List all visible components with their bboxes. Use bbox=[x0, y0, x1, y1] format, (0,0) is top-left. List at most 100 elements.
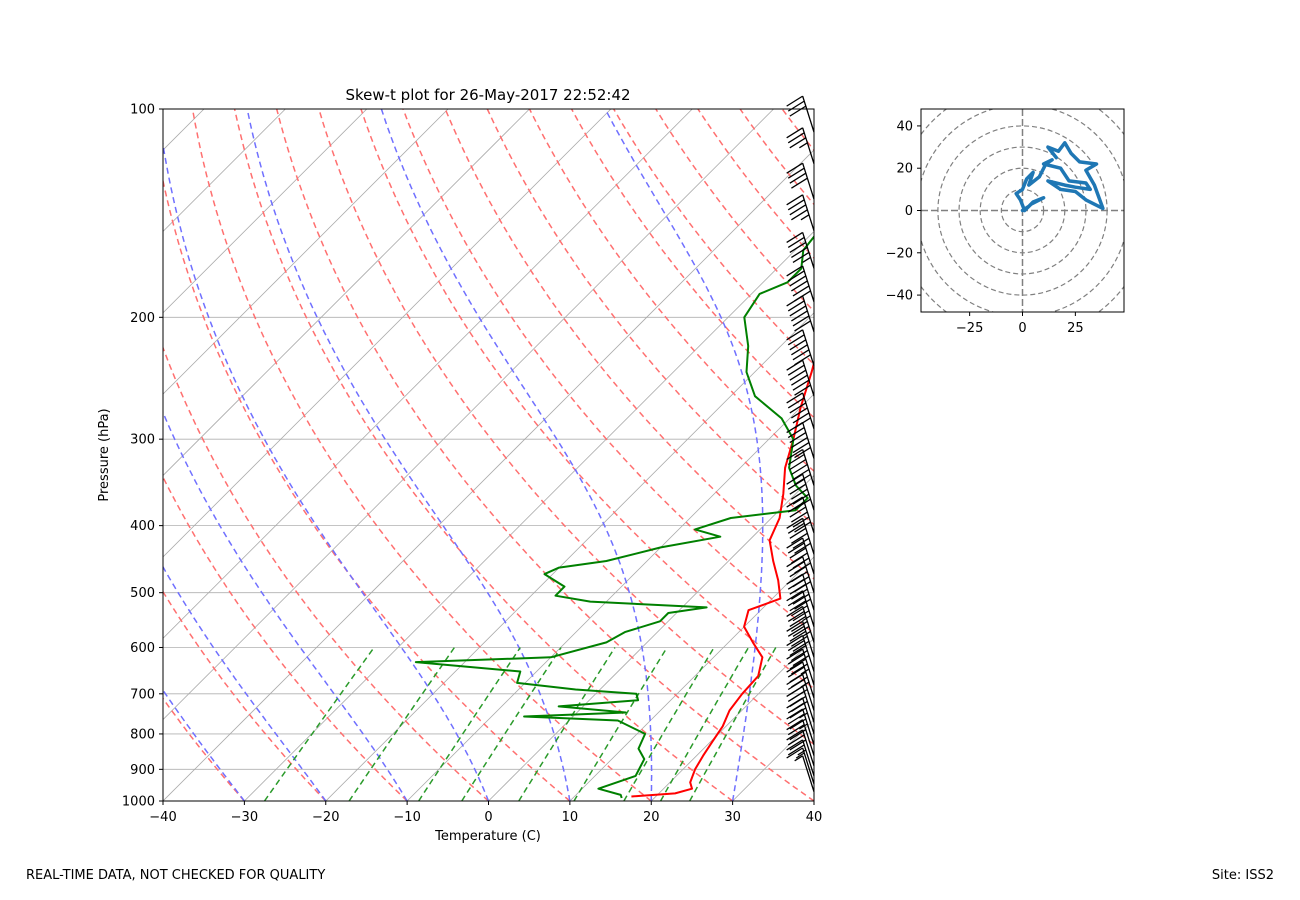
hodograph-trace bbox=[1014, 141, 1105, 213]
isotherm bbox=[406, 393, 814, 801]
dry-adiabat bbox=[163, 177, 571, 801]
x-tick-label: 30 bbox=[724, 810, 741, 825]
x-tick-label: 10 bbox=[562, 810, 579, 825]
y-tick-label: 400 bbox=[130, 519, 155, 534]
x-axis-label: Temperature (C) bbox=[434, 829, 541, 844]
hodograph-axes: −25 0 25 −40 −20 0 20 40 bbox=[886, 119, 1084, 336]
isotherm bbox=[163, 109, 774, 721]
isotherm bbox=[163, 109, 368, 314]
y-tick-label: 700 bbox=[130, 687, 155, 702]
wind-barb bbox=[786, 392, 815, 430]
isotherm bbox=[569, 556, 814, 801]
dry-adiabat bbox=[318, 109, 814, 746]
y-axis: 1000 900 800 700 600 500 400 300 200 100 bbox=[122, 103, 163, 810]
dry-adiabat bbox=[233, 109, 734, 801]
hodograph-x-tick-label: 0 bbox=[1018, 321, 1026, 336]
isotherm bbox=[244, 230, 814, 801]
wind-barb bbox=[786, 422, 815, 459]
dry-adiabat bbox=[655, 109, 814, 313]
wind-barb bbox=[786, 162, 815, 200]
x-tick-label: 0 bbox=[484, 810, 492, 825]
mixing-ratio-line bbox=[623, 647, 715, 801]
y-axis-label: Pressure (hPa) bbox=[97, 408, 112, 501]
moist-adiabat bbox=[380, 109, 653, 801]
quality-disclaimer: REAL-TIME DATA, NOT CHECKED FOR QUALITY bbox=[26, 868, 326, 883]
isotherm bbox=[651, 637, 814, 801]
x-tick-label: −20 bbox=[312, 810, 339, 825]
x-tick-label: −30 bbox=[231, 810, 258, 825]
y-tick-label: 800 bbox=[130, 727, 155, 742]
wind-barb bbox=[786, 95, 815, 133]
dry-adiabat bbox=[528, 109, 814, 473]
hodograph-y-tick-label: 0 bbox=[905, 204, 913, 219]
mixing-ratio-line bbox=[573, 647, 668, 801]
site-label: Site: ISS2 bbox=[1211, 868, 1274, 883]
wind-barbs bbox=[786, 95, 815, 793]
mixing-ratio-line bbox=[461, 647, 562, 801]
moist-adiabat bbox=[163, 139, 490, 801]
hodograph-y-tick-label: 20 bbox=[896, 162, 913, 177]
dry-adiabat bbox=[191, 109, 652, 801]
dry-adiabat bbox=[360, 109, 814, 690]
y-tick-label: 500 bbox=[130, 586, 155, 601]
dry-adiabat bbox=[444, 109, 814, 580]
y-tick-label: 1000 bbox=[122, 795, 155, 810]
mixing-ratio-line bbox=[659, 647, 750, 801]
wind-barb bbox=[786, 620, 815, 658]
isotherm bbox=[163, 109, 449, 395]
moist-adiabat bbox=[604, 109, 764, 801]
wind-barb bbox=[786, 648, 815, 686]
y-tick-label: 100 bbox=[130, 103, 155, 118]
y-tick-label: 900 bbox=[130, 763, 155, 778]
dry-adiabat bbox=[824, 109, 1300, 801]
hodograph-plot-area bbox=[921, 109, 1124, 312]
wind-barb bbox=[786, 359, 815, 397]
dry-adiabat bbox=[570, 109, 814, 419]
mixing-ratio-line bbox=[418, 647, 521, 801]
skewt-panel: Skew-t plot for 26-May-2017 22:52:42 −40… bbox=[0, 86, 1300, 844]
x-tick-label: 40 bbox=[806, 810, 823, 825]
x-axis: −40 −30 −20 −10 0 10 20 30 40 bbox=[149, 801, 822, 825]
dry-adiabat bbox=[163, 590, 327, 801]
x-tick-label: −10 bbox=[393, 810, 420, 825]
isotherm bbox=[163, 109, 286, 232]
hodograph-y-tick-label: −40 bbox=[886, 289, 913, 304]
moist-adiabat bbox=[813, 798, 814, 801]
isotherm bbox=[0, 109, 41, 801]
wind-barb bbox=[786, 661, 815, 699]
dry-adiabat bbox=[163, 345, 489, 801]
wind-barb bbox=[786, 231, 815, 269]
x-tick-label: 20 bbox=[643, 810, 660, 825]
isotherm bbox=[163, 109, 530, 477]
mixing-ratio-line bbox=[348, 647, 456, 801]
wind-barb bbox=[786, 739, 815, 777]
skewt-frame bbox=[162, 108, 815, 802]
wind-barb bbox=[786, 265, 815, 303]
dry-adiabat bbox=[613, 109, 814, 366]
dry-adiabat bbox=[951, 109, 1300, 801]
dry-adiabat bbox=[275, 109, 814, 801]
isotherm bbox=[163, 149, 814, 801]
wind-barb bbox=[786, 496, 815, 534]
moist-adiabat bbox=[163, 565, 327, 801]
isotherm bbox=[488, 474, 814, 801]
dry-adiabat bbox=[163, 697, 245, 801]
isotherm bbox=[163, 109, 693, 639]
hodograph-y-tick-label: −20 bbox=[886, 246, 913, 261]
wind-barb bbox=[786, 605, 815, 643]
hodograph-panel: −25 0 25 −40 −20 0 20 40 bbox=[886, 108, 1125, 336]
y-tick-label: 200 bbox=[130, 311, 155, 326]
hodograph-x-tick-label: 25 bbox=[1067, 321, 1084, 336]
isotherm bbox=[325, 312, 814, 801]
wind-barb bbox=[786, 537, 815, 575]
isotherm bbox=[732, 719, 814, 801]
mixing-ratio-line bbox=[689, 647, 777, 801]
dewpoint-profile bbox=[414, 235, 814, 799]
dry-adiabat bbox=[163, 475, 408, 801]
x-tick-label: −40 bbox=[149, 810, 176, 825]
dry-adiabat bbox=[402, 109, 814, 635]
wind-barb bbox=[786, 127, 815, 164]
hodograph-x-tick-label: −25 bbox=[956, 321, 983, 336]
temperature-profile bbox=[631, 359, 814, 798]
wind-barb bbox=[786, 194, 815, 232]
